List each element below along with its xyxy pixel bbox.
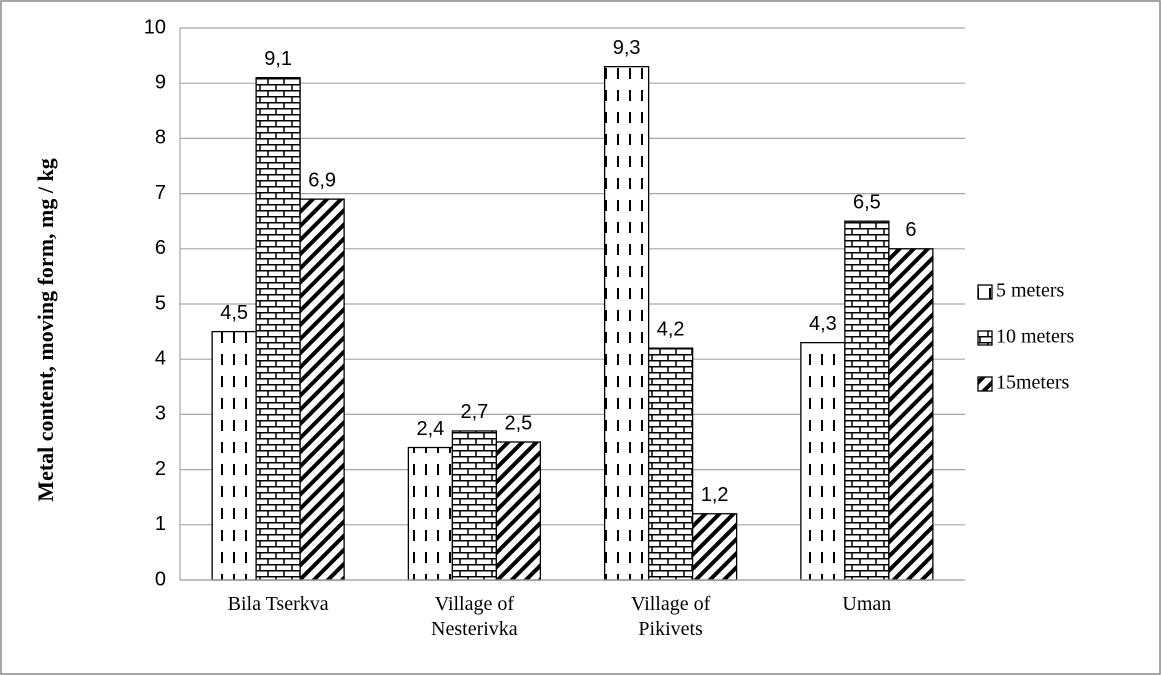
value-label: 6,5 xyxy=(853,191,881,213)
value-label: 4,2 xyxy=(657,318,685,340)
y-tick-label: 1 xyxy=(155,513,166,535)
bar xyxy=(495,441,542,581)
value-label: 2,4 xyxy=(416,418,444,440)
bar xyxy=(211,330,257,581)
legend-label: 5 meters xyxy=(996,280,1065,302)
y-tick-label: 0 xyxy=(155,568,166,590)
x-tick-label: Uman xyxy=(842,593,892,615)
bar xyxy=(800,341,846,581)
y-tick-label: 7 xyxy=(155,182,166,204)
x-tick-label: Village of Pikivets xyxy=(630,593,711,640)
y-tick-label: 5 xyxy=(155,292,166,314)
bar xyxy=(603,65,650,581)
bar xyxy=(451,430,498,581)
bar xyxy=(255,77,301,581)
legend-label: 10 meters xyxy=(996,326,1075,348)
value-label: 2,7 xyxy=(460,401,488,423)
legend-swatch xyxy=(977,330,993,346)
bar xyxy=(407,446,454,581)
value-label: 1,2 xyxy=(701,484,729,506)
value-label: 6 xyxy=(905,219,916,241)
x-tick-label: Village of Nesterivka xyxy=(431,593,518,640)
x-tick-label: Bila Tserkva xyxy=(227,593,329,615)
value-label: 9,1 xyxy=(264,48,292,70)
value-label: 4,5 xyxy=(220,302,248,324)
y-tick-label: 9 xyxy=(155,71,166,93)
y-tick-label: 4 xyxy=(155,347,166,369)
legend-swatch xyxy=(977,284,993,300)
y-tick-label: 10 xyxy=(144,16,166,38)
value-label: 6,9 xyxy=(308,169,336,191)
bar xyxy=(647,347,694,581)
value-label: 4,3 xyxy=(809,313,837,335)
y-axis-label: Metal content, moving form, mg / kg xyxy=(33,158,58,501)
value-label: 2,5 xyxy=(504,412,532,434)
y-tick-label: 2 xyxy=(155,458,166,480)
legend-swatch xyxy=(977,376,993,392)
bar xyxy=(691,513,738,581)
bar xyxy=(844,220,890,581)
y-tick-label: 8 xyxy=(155,127,166,149)
legend-label: 15meters xyxy=(996,372,1070,394)
bar xyxy=(888,248,934,581)
value-label: 9,3 xyxy=(613,37,641,59)
bar xyxy=(299,198,345,581)
y-tick-label: 3 xyxy=(155,403,166,425)
y-tick-label: 6 xyxy=(155,237,166,259)
